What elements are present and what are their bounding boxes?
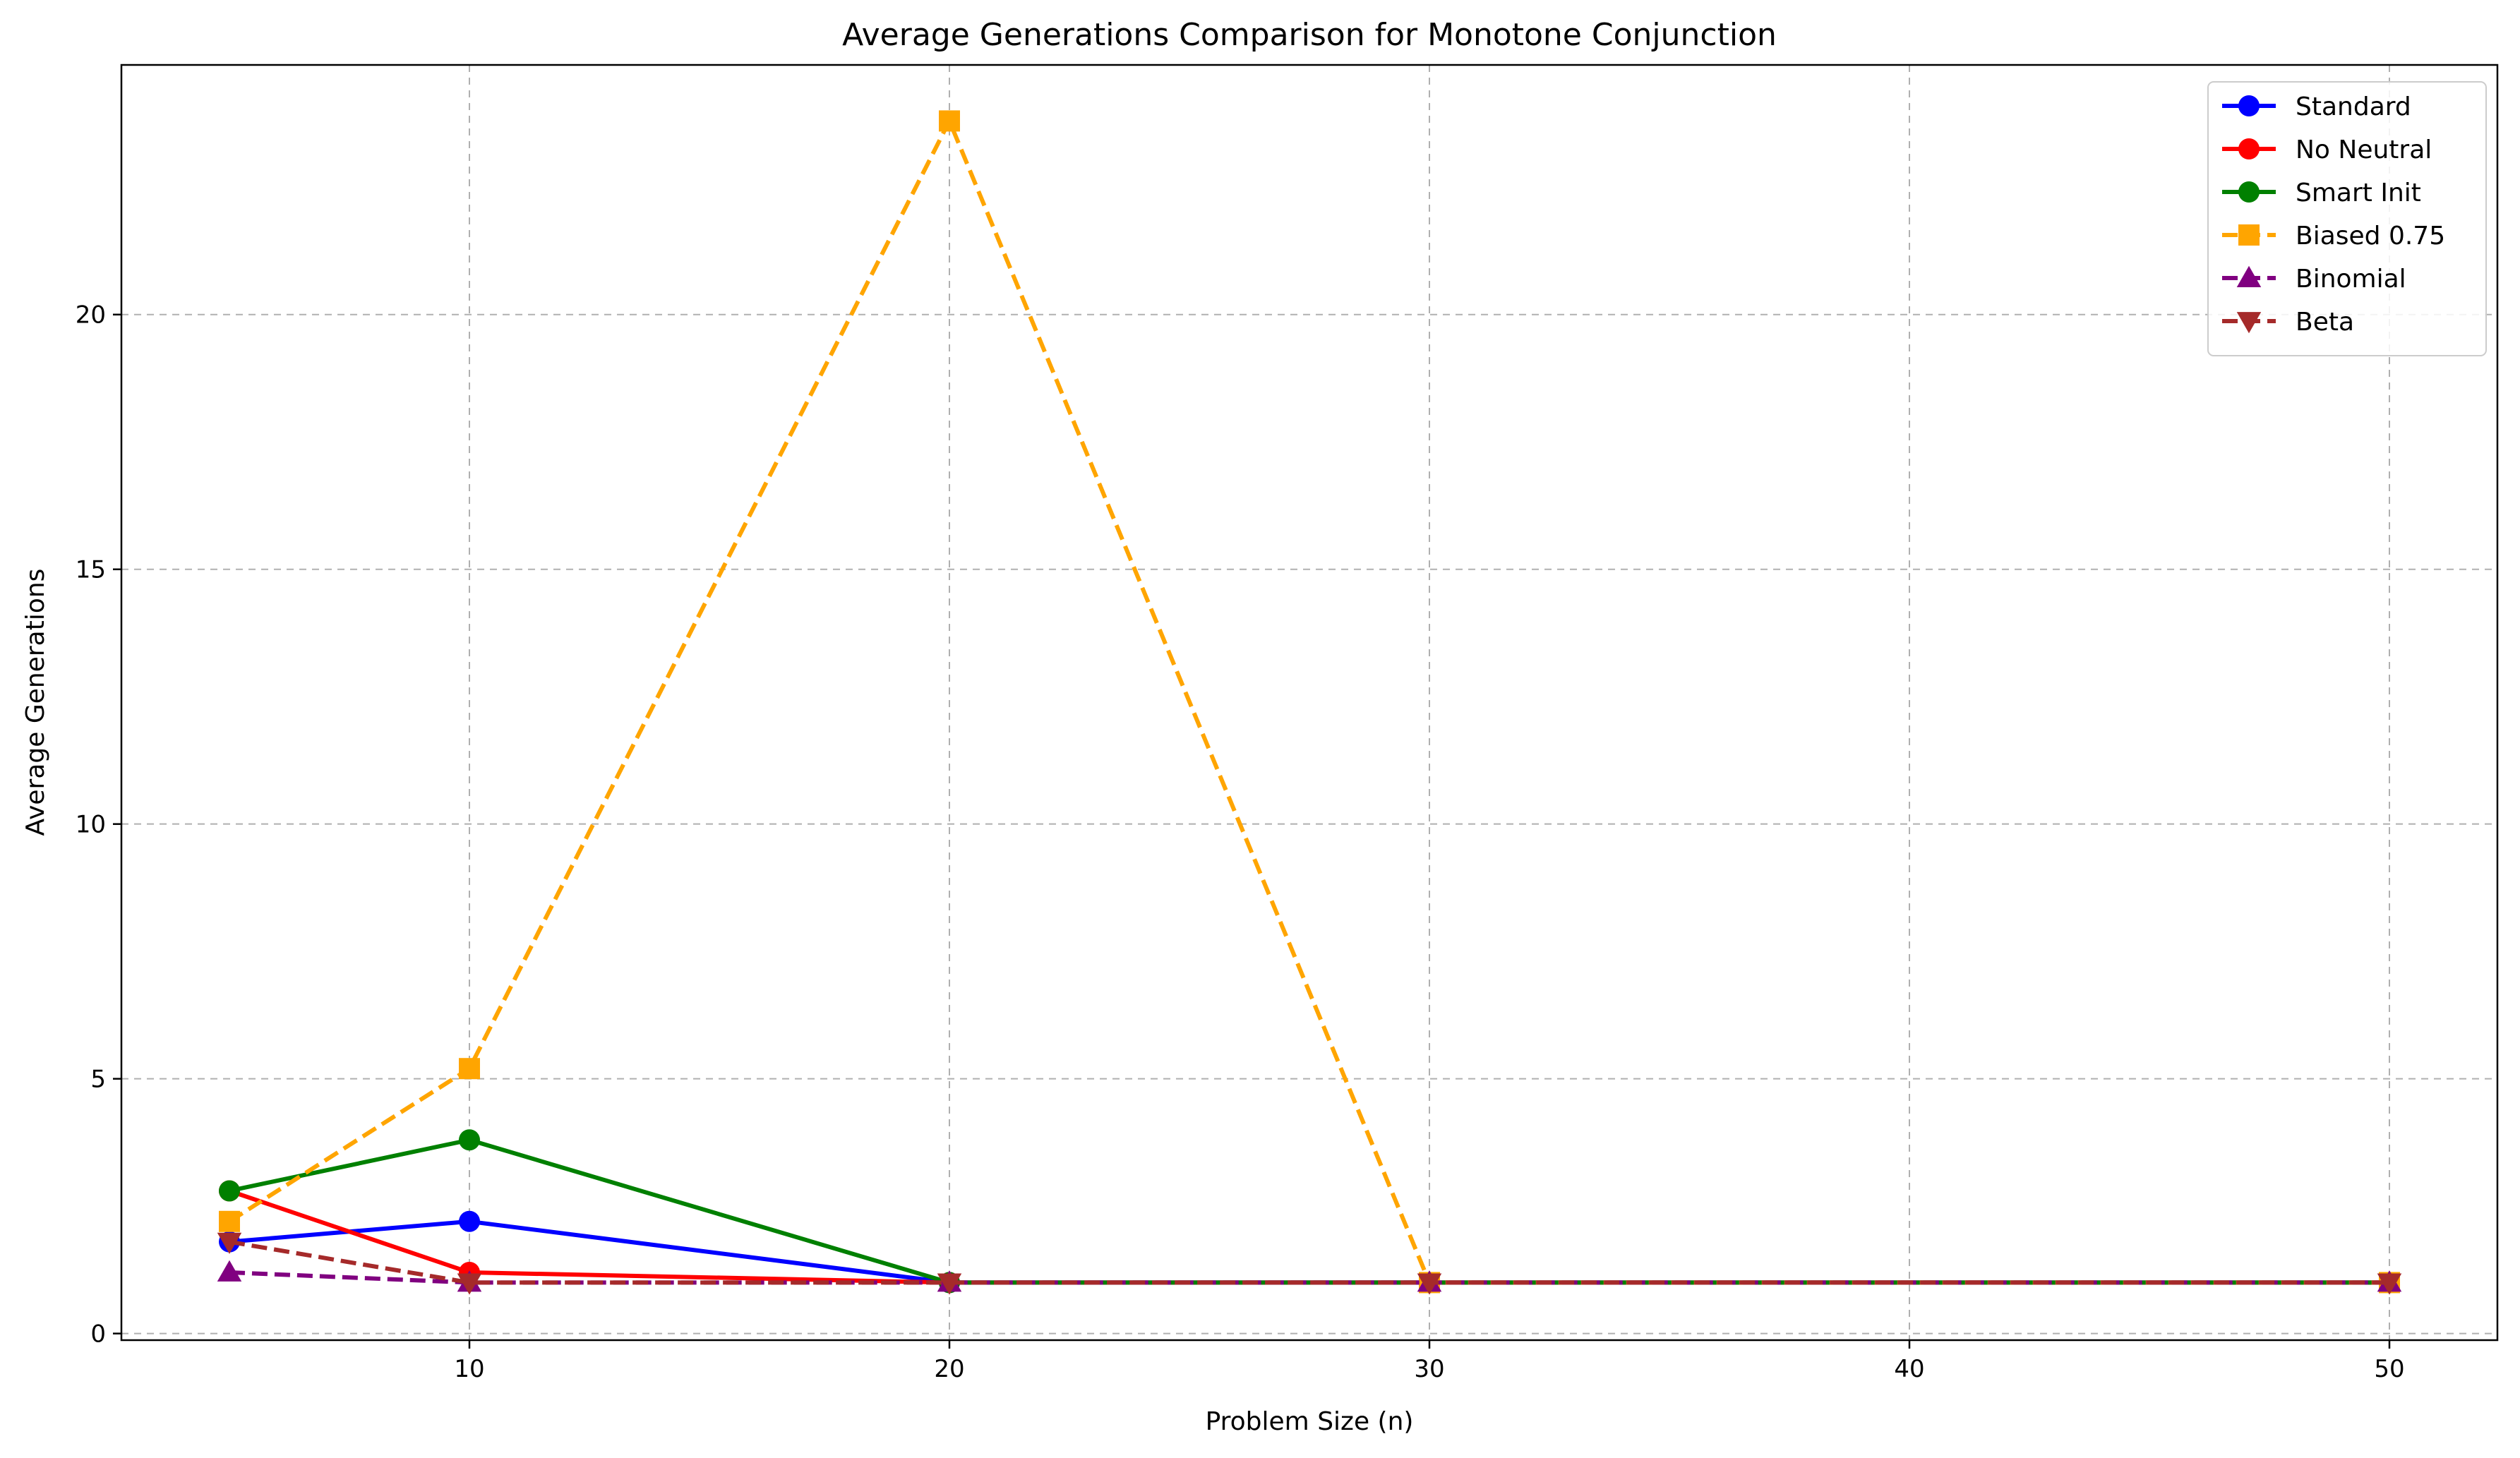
legend-item-binomial: Binomial bbox=[2222, 265, 2406, 294]
legend-item-no-neutral: No Neutral bbox=[2222, 135, 2432, 164]
legend-label: Smart Init bbox=[2296, 179, 2421, 207]
x-tick-label: 50 bbox=[2374, 1355, 2404, 1383]
plot-frame bbox=[120, 64, 2499, 1342]
legend-marker bbox=[2238, 181, 2260, 203]
data-point-standard bbox=[459, 1210, 480, 1232]
legend-item-biased-0-75: Biased 0.75 bbox=[2222, 222, 2445, 251]
y-tick-label: 0 bbox=[90, 1320, 106, 1349]
legend-marker bbox=[2238, 95, 2260, 116]
legend-marker bbox=[2238, 224, 2260, 246]
legend-marker bbox=[2238, 138, 2260, 159]
legend: Standard No Neutral Smart Init Biased 0.75 B… bbox=[2207, 81, 2487, 356]
legend-label: Standard bbox=[2296, 92, 2411, 121]
data-point-biased-0-75 bbox=[459, 1058, 480, 1080]
y-tick-label: 15 bbox=[76, 556, 106, 584]
x-tick-label: 40 bbox=[1894, 1355, 1924, 1383]
legend-label: Beta bbox=[2296, 308, 2354, 337]
y-tick-label: 10 bbox=[76, 811, 106, 839]
data-point-beta bbox=[937, 1273, 962, 1295]
legend-label: Biased 0.75 bbox=[2296, 222, 2445, 251]
y-tick-label: 5 bbox=[90, 1066, 106, 1094]
data-point-beta bbox=[1417, 1273, 1442, 1295]
legend-item-standard: Standard bbox=[2222, 92, 2411, 121]
data-point-biased-0-75 bbox=[939, 110, 960, 132]
x-tick-label: 30 bbox=[1414, 1355, 1444, 1383]
x-axis-label: Problem Size (n) bbox=[1206, 1407, 1414, 1436]
ticks: 10 20 30 40 50 0 5 10 15 20 bbox=[76, 301, 2405, 1383]
legend-box bbox=[2207, 81, 2487, 356]
series-layer bbox=[217, 110, 2402, 1295]
data-point-binomial bbox=[217, 1260, 242, 1282]
data-point-smart-init bbox=[219, 1180, 240, 1202]
legend-marker bbox=[2236, 265, 2262, 287]
data-point-beta bbox=[2377, 1273, 2402, 1295]
legend-marker bbox=[2236, 312, 2262, 334]
chart-title: Average Generations Comparison for Monot… bbox=[842, 17, 1777, 53]
data-point-beta bbox=[217, 1232, 242, 1254]
x-tick-label: 10 bbox=[454, 1355, 484, 1383]
legend-label: Binomial bbox=[2296, 265, 2406, 294]
y-tick-label: 20 bbox=[76, 301, 106, 330]
x-tick-label: 20 bbox=[934, 1355, 964, 1383]
legend-item-smart-init: Smart Init bbox=[2222, 179, 2421, 207]
data-point-smart-init bbox=[459, 1129, 480, 1151]
series-beta bbox=[217, 1232, 2402, 1295]
legend-label: No Neutral bbox=[2296, 135, 2432, 164]
y-axis-label: Average Generations bbox=[21, 569, 50, 836]
grid bbox=[121, 65, 2497, 1340]
legend-item-beta: Beta bbox=[2222, 308, 2354, 337]
data-point-biased-0-75 bbox=[219, 1210, 240, 1232]
data-point-beta bbox=[457, 1273, 482, 1295]
